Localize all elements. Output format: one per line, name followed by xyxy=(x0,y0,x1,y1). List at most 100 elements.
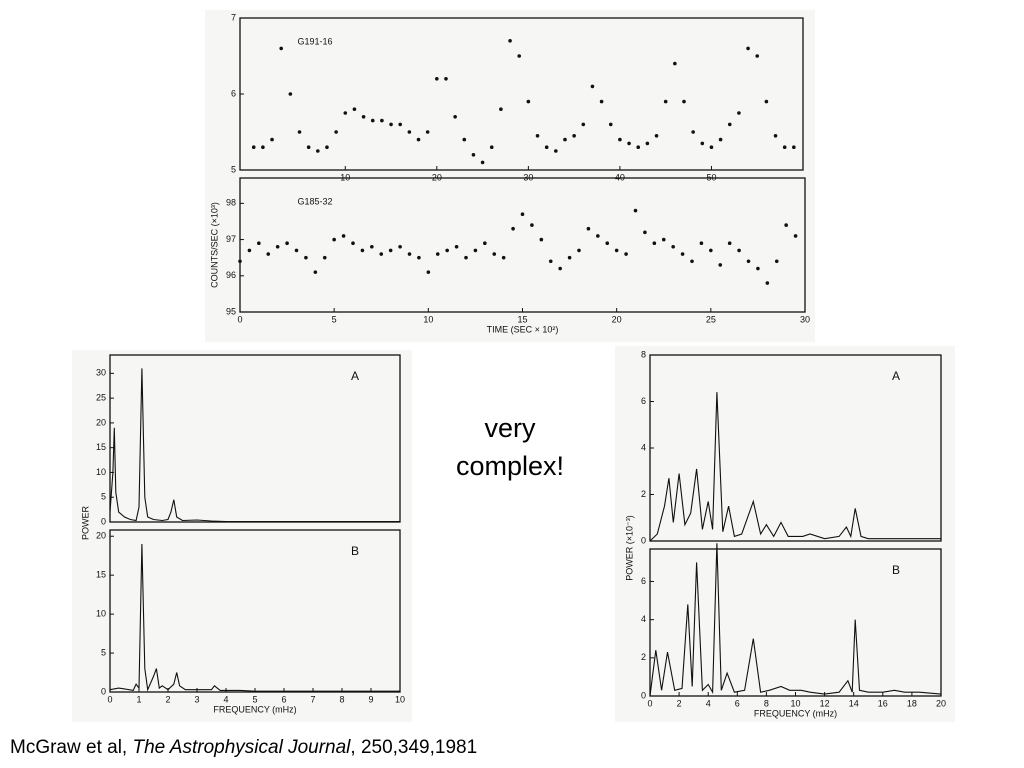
x-tick-label: 12 xyxy=(820,698,830,708)
y-tick-label: 25 xyxy=(96,392,106,402)
y-tick-label: 10 xyxy=(96,467,106,477)
panel-label: G185-32 xyxy=(297,196,332,206)
data-point xyxy=(426,270,431,274)
x-tick-label: 5 xyxy=(332,314,337,324)
data-point xyxy=(297,130,302,134)
data-point xyxy=(727,122,732,127)
data-point xyxy=(453,115,457,119)
data-point xyxy=(483,241,487,245)
data-point xyxy=(673,61,677,66)
data-point xyxy=(445,248,449,253)
y-tick-label: 30 xyxy=(96,368,106,378)
data-point xyxy=(563,137,567,142)
data-point xyxy=(691,130,695,134)
x-tick-label: 6 xyxy=(281,694,286,704)
y-tick-label: 8 xyxy=(641,349,646,359)
data-point xyxy=(709,248,713,253)
x-tick-label: 0 xyxy=(647,698,652,708)
data-point xyxy=(690,259,694,264)
data-point xyxy=(462,137,467,142)
data-point xyxy=(417,255,421,260)
annotation: very xyxy=(484,413,536,443)
data-point xyxy=(618,137,622,142)
y-tick-label: 6 xyxy=(641,396,646,406)
data-point xyxy=(680,252,685,256)
data-point xyxy=(435,252,440,256)
y-tick-label: 98 xyxy=(226,198,236,208)
data-point xyxy=(341,234,346,238)
data-point xyxy=(492,252,497,256)
data-point xyxy=(558,266,562,271)
data-point xyxy=(464,255,468,260)
x-tick-label: 3 xyxy=(194,694,199,704)
y-tick-label: 6 xyxy=(231,88,236,98)
x-tick-label: 2 xyxy=(677,698,682,708)
data-point xyxy=(361,115,366,119)
x-tick-label: 4 xyxy=(706,698,711,708)
data-point xyxy=(270,137,274,142)
data-point xyxy=(709,145,714,149)
data-point xyxy=(388,248,393,253)
data-point xyxy=(784,223,788,227)
data-point xyxy=(643,230,647,235)
data-point xyxy=(590,84,595,89)
data-point xyxy=(351,241,355,245)
panel-label: G191-16 xyxy=(297,36,332,46)
y-tick-label: 20 xyxy=(96,417,106,427)
data-point xyxy=(581,122,586,127)
data-point xyxy=(407,130,412,134)
data-point xyxy=(398,122,403,127)
data-point xyxy=(508,39,512,43)
x-tick-label: 5 xyxy=(252,694,257,704)
data-point xyxy=(285,241,289,245)
x-tick-label: 16 xyxy=(878,698,888,708)
x-tick-label: 0 xyxy=(237,314,242,324)
y-tick-label: 2 xyxy=(641,652,646,662)
panel-label: A xyxy=(351,369,359,383)
data-point xyxy=(627,141,631,146)
x-tick-label: 10 xyxy=(395,694,405,704)
y-tick-label: 0 xyxy=(101,516,106,526)
data-point xyxy=(380,118,384,123)
data-point xyxy=(454,245,459,249)
x-tick-label: 15 xyxy=(517,314,527,324)
data-point xyxy=(520,212,525,217)
data-point xyxy=(238,259,242,264)
data-point xyxy=(306,145,311,149)
data-point xyxy=(257,241,261,245)
x-tick-label: 1 xyxy=(136,694,141,704)
data-point xyxy=(360,248,365,253)
y-tick-label: 5 xyxy=(101,492,106,502)
panel-label: A xyxy=(892,369,900,383)
data-point xyxy=(416,137,421,142)
data-point xyxy=(435,77,439,81)
spectrum-line xyxy=(109,368,400,523)
x-axis-label: TIME (SEC × 10²) xyxy=(487,324,559,334)
data-point xyxy=(334,130,338,134)
x-tick-label: 10 xyxy=(423,314,433,324)
data-point xyxy=(572,134,576,138)
data-point xyxy=(599,99,604,104)
data-point xyxy=(370,118,375,123)
data-point xyxy=(389,122,393,127)
data-point xyxy=(764,99,769,104)
data-point xyxy=(316,149,320,153)
data-point xyxy=(746,46,750,51)
data-point xyxy=(352,107,357,111)
data-point xyxy=(792,145,796,149)
panel-label: B xyxy=(351,544,359,558)
x-tick-label: 8 xyxy=(764,698,769,708)
data-point xyxy=(471,153,476,157)
data-point xyxy=(645,141,650,146)
data-point xyxy=(624,252,628,256)
data-point xyxy=(247,248,252,253)
y-axis-label: COUNTS/SEC (×10³) xyxy=(209,202,219,288)
data-point xyxy=(511,226,515,231)
data-point xyxy=(425,130,430,134)
annotation: complex! xyxy=(456,451,564,481)
data-point xyxy=(554,149,558,153)
data-point xyxy=(517,54,522,58)
spectrum-line xyxy=(649,543,942,697)
data-point xyxy=(489,145,494,149)
